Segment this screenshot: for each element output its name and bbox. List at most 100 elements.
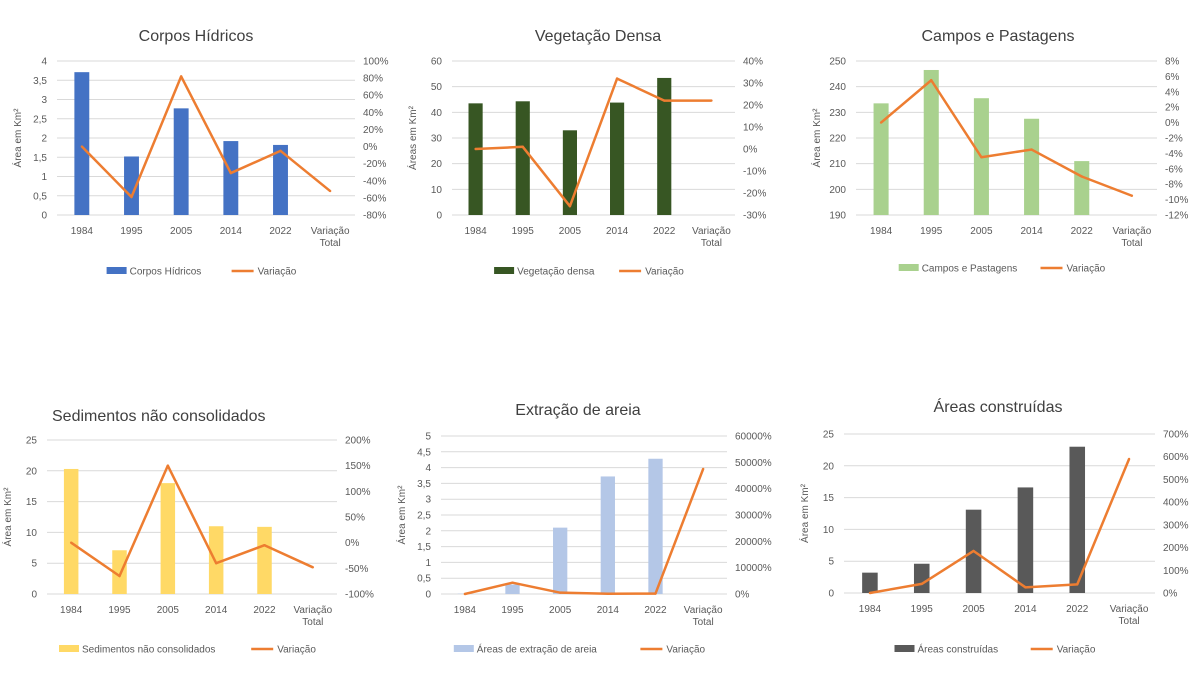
x-tick-label-line: Total — [302, 617, 323, 628]
y-tick-label: 5 — [425, 432, 431, 443]
line-point — [568, 205, 572, 208]
y-tick-label: 10 — [823, 525, 835, 536]
x-tick-label: 2022 — [644, 605, 667, 616]
x-tick-label-line: Total — [693, 617, 714, 628]
legend-label: Vegetação densa — [517, 267, 595, 278]
x-tick-label: 2014 — [205, 605, 228, 616]
y2-tick-label: 0% — [1165, 118, 1180, 129]
bar — [562, 130, 577, 215]
bar — [257, 526, 272, 594]
legend: Áreas construídas Variação — [894, 643, 1096, 656]
y2-tick-label: 6% — [1165, 72, 1180, 83]
line-point — [654, 592, 657, 595]
bar — [223, 141, 239, 215]
x-tick-label-line: Variação — [311, 226, 350, 237]
y2-tick-label: 10000% — [735, 563, 772, 574]
y2-tick-label: 60000% — [735, 432, 772, 443]
line-point — [615, 77, 619, 80]
y2-tick-label: -2% — [1165, 134, 1183, 145]
x-tick-label-line: Total — [701, 238, 722, 249]
line-point — [1127, 457, 1131, 461]
y2-tick-label: 500% — [1163, 475, 1189, 486]
line-point — [558, 591, 562, 594]
y2-tick-label: 20000% — [735, 537, 772, 548]
y-axis-title: Área em Km² — [395, 485, 408, 545]
y2-tick-label: -20% — [743, 189, 766, 200]
bar — [63, 468, 79, 594]
line-point — [279, 149, 282, 153]
x-tick-label: 2014 — [606, 226, 629, 237]
line-point — [1030, 148, 1033, 151]
x-tick-label: 2005 — [549, 605, 572, 616]
line-point — [663, 99, 666, 102]
line-point — [328, 189, 332, 193]
line-point — [463, 592, 467, 596]
y2-tick-label: 400% — [1163, 498, 1189, 509]
y2-tick-label: -10% — [743, 167, 766, 178]
line-point — [701, 467, 705, 471]
y-axis-title: Áreas em Km² — [406, 105, 419, 170]
x-tick-label: Variação Total — [1110, 604, 1149, 627]
y-axis-title: Área em Km² — [798, 483, 811, 543]
y-tick-label: 0 — [425, 590, 431, 601]
y-tick-label: 25 — [26, 436, 38, 447]
y2-tick-label: 20% — [743, 101, 763, 112]
y2-tick-label: -50% — [345, 564, 368, 575]
x-tick-label: 1995 — [108, 605, 131, 616]
y-tick-label: 20 — [823, 461, 835, 472]
line-point — [606, 592, 610, 595]
legend-swatch-bar — [453, 645, 474, 652]
y2-tick-label: 10% — [743, 123, 763, 134]
y2-tick-label: 40000% — [735, 484, 772, 495]
bar — [160, 483, 176, 594]
y-tick-label: 220 — [829, 134, 846, 145]
bar — [208, 526, 224, 594]
y-tick-label: 0,5 — [33, 191, 47, 202]
x-tick-label: 2005 — [962, 604, 985, 615]
y2-tick-label: 150% — [345, 461, 371, 472]
y-axis-title: Área em Km² — [1, 487, 14, 547]
line-point — [80, 145, 84, 148]
x-tick-label: 2005 — [157, 605, 180, 616]
x-tick-label: 2022 — [653, 226, 676, 237]
y2-tick-label: 30% — [743, 79, 763, 90]
x-tick-label: 1995 — [512, 226, 535, 237]
x-tick-label: Variação Total — [293, 605, 332, 628]
bar — [553, 527, 568, 594]
x-tick-label: 2022 — [269, 226, 292, 237]
y-tick-label: 15 — [26, 497, 38, 508]
y2-tick-label: 50000% — [735, 458, 772, 469]
x-tick-label: 2022 — [1066, 604, 1089, 615]
legend-label: Áreas de extração de areia — [477, 643, 598, 656]
y-tick-label: 2,5 — [417, 511, 431, 522]
y2-tick-label: 100% — [345, 487, 371, 498]
line-series-variacao — [70, 464, 314, 578]
y-tick-label: 20 — [26, 466, 38, 477]
line-point — [166, 464, 170, 467]
bar — [873, 103, 889, 215]
chart-panel: Extração de areia 0 0,5 1 1,5 2 2,5 3 3,5 4 4,5 5 0%… — [395, 402, 772, 656]
y-tick-label: 210 — [829, 159, 846, 170]
line-point — [311, 566, 315, 569]
legend-swatch-bar — [494, 267, 515, 274]
line-point — [521, 145, 524, 148]
bar — [112, 550, 127, 594]
x-tick-label: 1984 — [464, 226, 487, 237]
line-point — [130, 195, 133, 199]
y2-tick-label: 20% — [363, 125, 383, 136]
chart-panel: Campos e Pastagens 190 200 210 220 230 240 250 -… — [810, 28, 1188, 275]
chart-title: Áreas construídas — [934, 397, 1063, 416]
y-tick-label: 240 — [829, 82, 846, 93]
y2-tick-label: 50% — [345, 513, 365, 524]
y-tick-label: 10 — [431, 185, 443, 196]
x-tick-label: 2014 — [1020, 226, 1043, 237]
legend-label: Variação — [1057, 645, 1096, 656]
y-tick-label: 250 — [829, 57, 846, 68]
y2-tick-label: -30% — [743, 211, 766, 222]
chart-panel: Vegetação Densa 0 10 20 30 40 50 60 -30% -20% -10%… — [406, 28, 766, 278]
y2-tick-label: 4% — [1165, 87, 1180, 98]
bar — [468, 103, 483, 215]
legend: Vegetação densa Variação — [494, 267, 684, 278]
legend-swatch-bar — [59, 645, 79, 652]
x-tick-label: Variação Total — [684, 605, 723, 628]
